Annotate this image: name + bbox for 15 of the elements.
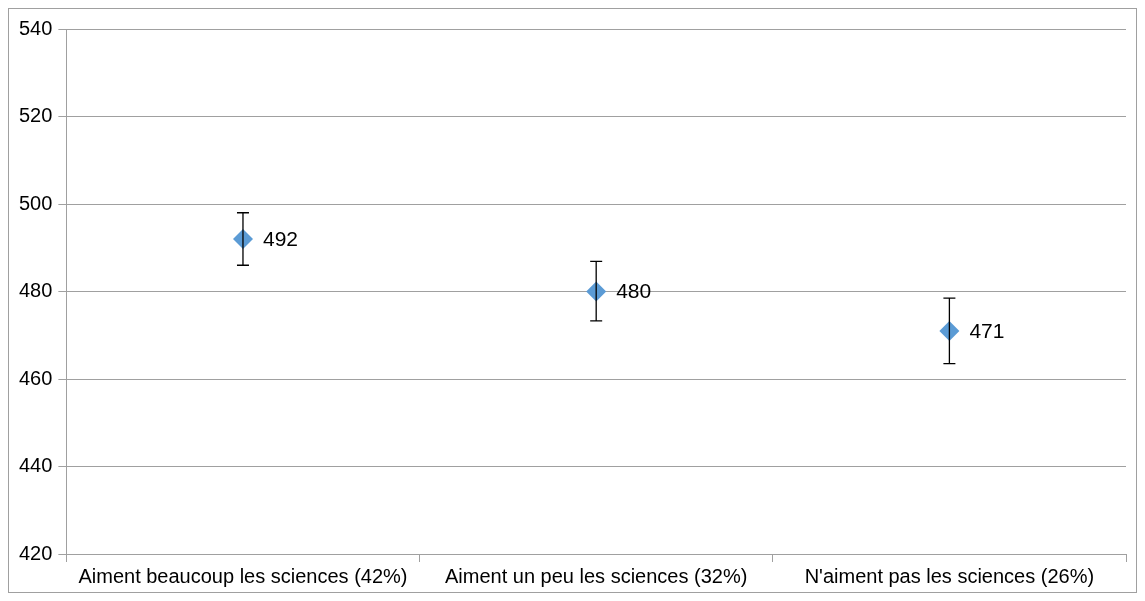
y-tick-label: 480 [18, 279, 53, 302]
x-tick-label: Aiment beaucoup les sciences (42%) [78, 564, 408, 587]
y-tick-label: 520 [18, 104, 53, 127]
y-tick-label: 500 [18, 191, 53, 214]
point [586, 281, 607, 302]
data-label: 471 [969, 318, 1005, 342]
y-tick-label: 460 [18, 366, 53, 389]
point [939, 320, 960, 341]
y-tick-label: 440 [18, 454, 53, 477]
y-tick-label: 540 [18, 16, 53, 39]
data-label: 492 [262, 226, 299, 250]
data-label: 480 [616, 279, 652, 303]
y-tick-label: 420 [18, 541, 53, 564]
x-tick-label: Aiment un peu les sciences (32%) [445, 564, 748, 587]
x-tick-label: N'aiment pas les sciences (26%) [804, 564, 1095, 587]
